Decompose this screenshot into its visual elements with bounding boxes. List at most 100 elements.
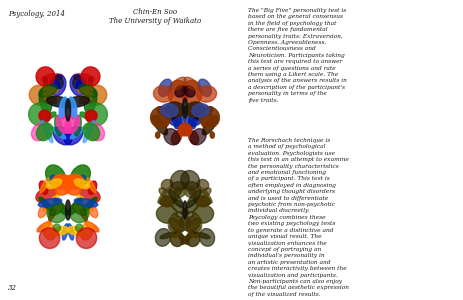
Ellipse shape bbox=[53, 127, 72, 145]
Ellipse shape bbox=[191, 103, 202, 118]
Ellipse shape bbox=[79, 203, 87, 221]
Ellipse shape bbox=[201, 188, 212, 203]
Ellipse shape bbox=[167, 111, 181, 126]
Ellipse shape bbox=[183, 104, 198, 127]
Ellipse shape bbox=[80, 223, 93, 240]
Ellipse shape bbox=[196, 179, 208, 191]
Ellipse shape bbox=[85, 110, 97, 122]
Ellipse shape bbox=[39, 181, 48, 194]
Ellipse shape bbox=[156, 205, 177, 223]
Ellipse shape bbox=[46, 96, 72, 107]
Ellipse shape bbox=[49, 203, 57, 221]
Ellipse shape bbox=[39, 228, 60, 248]
Ellipse shape bbox=[53, 199, 68, 215]
Ellipse shape bbox=[43, 223, 56, 240]
Ellipse shape bbox=[150, 107, 170, 128]
Ellipse shape bbox=[196, 86, 216, 102]
Ellipse shape bbox=[172, 205, 188, 215]
Ellipse shape bbox=[168, 80, 188, 105]
Ellipse shape bbox=[188, 131, 198, 144]
Ellipse shape bbox=[191, 216, 201, 232]
Ellipse shape bbox=[160, 196, 174, 207]
Ellipse shape bbox=[42, 87, 58, 93]
Ellipse shape bbox=[171, 104, 187, 127]
Ellipse shape bbox=[159, 196, 176, 206]
Ellipse shape bbox=[50, 81, 60, 89]
Text: The University of Waikato: The University of Waikato bbox=[109, 17, 200, 25]
Ellipse shape bbox=[83, 123, 100, 141]
Ellipse shape bbox=[181, 234, 191, 244]
Ellipse shape bbox=[178, 124, 189, 136]
Ellipse shape bbox=[70, 106, 76, 118]
Ellipse shape bbox=[65, 99, 70, 121]
Ellipse shape bbox=[69, 203, 89, 223]
Ellipse shape bbox=[169, 218, 183, 232]
Ellipse shape bbox=[159, 188, 169, 197]
Ellipse shape bbox=[192, 103, 209, 117]
Ellipse shape bbox=[165, 102, 184, 117]
Ellipse shape bbox=[201, 113, 213, 127]
Ellipse shape bbox=[31, 122, 50, 141]
Ellipse shape bbox=[188, 187, 195, 196]
Ellipse shape bbox=[86, 122, 104, 141]
Ellipse shape bbox=[163, 129, 179, 145]
Ellipse shape bbox=[186, 218, 200, 232]
Ellipse shape bbox=[193, 196, 210, 206]
Ellipse shape bbox=[74, 198, 98, 207]
Ellipse shape bbox=[201, 188, 211, 197]
Ellipse shape bbox=[68, 224, 74, 240]
Ellipse shape bbox=[44, 200, 58, 211]
Ellipse shape bbox=[88, 181, 96, 194]
Ellipse shape bbox=[53, 224, 60, 232]
Ellipse shape bbox=[192, 205, 213, 223]
Ellipse shape bbox=[160, 232, 174, 239]
Ellipse shape bbox=[73, 204, 87, 215]
Ellipse shape bbox=[153, 86, 173, 102]
Ellipse shape bbox=[37, 221, 51, 232]
Ellipse shape bbox=[168, 216, 178, 232]
Ellipse shape bbox=[70, 127, 85, 139]
Ellipse shape bbox=[36, 67, 55, 86]
Ellipse shape bbox=[171, 229, 180, 238]
Ellipse shape bbox=[65, 174, 84, 189]
Ellipse shape bbox=[70, 165, 90, 187]
Ellipse shape bbox=[68, 199, 82, 215]
Ellipse shape bbox=[180, 212, 199, 231]
Ellipse shape bbox=[42, 120, 53, 143]
Ellipse shape bbox=[59, 97, 67, 117]
Ellipse shape bbox=[171, 131, 181, 144]
Ellipse shape bbox=[157, 188, 168, 203]
Ellipse shape bbox=[52, 174, 70, 189]
Ellipse shape bbox=[76, 228, 96, 248]
Ellipse shape bbox=[64, 127, 82, 145]
Ellipse shape bbox=[176, 103, 183, 111]
Text: Chin-En Soo: Chin-En Soo bbox=[133, 8, 177, 16]
Ellipse shape bbox=[170, 231, 183, 247]
Ellipse shape bbox=[170, 212, 189, 231]
Ellipse shape bbox=[80, 112, 87, 118]
Ellipse shape bbox=[195, 232, 209, 239]
Ellipse shape bbox=[47, 203, 66, 223]
Ellipse shape bbox=[76, 81, 85, 89]
Ellipse shape bbox=[43, 194, 59, 211]
Ellipse shape bbox=[173, 199, 181, 206]
Ellipse shape bbox=[155, 229, 170, 246]
Text: Psycology combines these
two existing psychology tests
to generate a distinctive: Psycology combines these two existing ps… bbox=[247, 215, 348, 297]
Ellipse shape bbox=[189, 229, 198, 238]
Ellipse shape bbox=[174, 187, 181, 196]
Ellipse shape bbox=[185, 102, 204, 117]
Ellipse shape bbox=[69, 97, 77, 117]
Ellipse shape bbox=[199, 229, 214, 246]
Ellipse shape bbox=[76, 194, 93, 211]
Ellipse shape bbox=[50, 226, 69, 236]
Ellipse shape bbox=[41, 74, 63, 82]
Ellipse shape bbox=[181, 170, 199, 190]
Ellipse shape bbox=[186, 231, 200, 247]
Text: The Rorschach technique is
a method of psychological
evaluation. Psychologists u: The Rorschach technique is a method of p… bbox=[247, 138, 348, 213]
Ellipse shape bbox=[78, 87, 94, 93]
Ellipse shape bbox=[158, 79, 171, 97]
Ellipse shape bbox=[79, 188, 100, 203]
Ellipse shape bbox=[65, 114, 79, 133]
Ellipse shape bbox=[182, 98, 187, 118]
Ellipse shape bbox=[39, 197, 52, 211]
